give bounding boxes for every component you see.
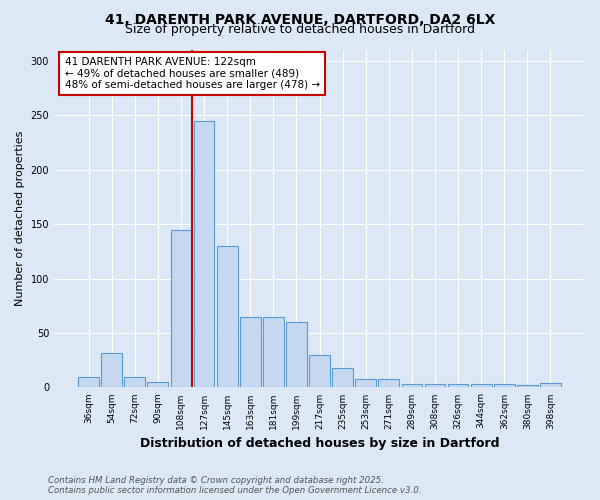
Bar <box>425 384 445 388</box>
Y-axis label: Number of detached properties: Number of detached properties <box>15 131 25 306</box>
Bar <box>332 368 353 388</box>
Bar <box>471 384 491 388</box>
Bar <box>355 378 376 388</box>
Text: 41 DARENTH PARK AVENUE: 122sqm
← 49% of detached houses are smaller (489)
48% of: 41 DARENTH PARK AVENUE: 122sqm ← 49% of … <box>65 56 320 90</box>
Bar <box>78 376 99 388</box>
Bar <box>379 378 399 388</box>
Bar <box>286 322 307 388</box>
Bar <box>170 230 191 388</box>
Bar <box>148 382 168 388</box>
Bar <box>124 376 145 388</box>
Bar <box>494 384 515 388</box>
Bar <box>517 386 538 388</box>
Text: Size of property relative to detached houses in Dartford: Size of property relative to detached ho… <box>125 22 475 36</box>
Text: 41, DARENTH PARK AVENUE, DARTFORD, DA2 6LX: 41, DARENTH PARK AVENUE, DARTFORD, DA2 6… <box>105 12 495 26</box>
X-axis label: Distribution of detached houses by size in Dartford: Distribution of detached houses by size … <box>140 437 499 450</box>
Bar <box>263 316 284 388</box>
Bar <box>448 384 469 388</box>
Bar <box>540 383 561 388</box>
Text: Contains HM Land Registry data © Crown copyright and database right 2025.
Contai: Contains HM Land Registry data © Crown c… <box>48 476 421 495</box>
Bar <box>240 316 260 388</box>
Bar <box>194 121 214 388</box>
Bar <box>309 355 330 388</box>
Bar <box>101 352 122 388</box>
Bar <box>401 384 422 388</box>
Bar <box>217 246 238 388</box>
